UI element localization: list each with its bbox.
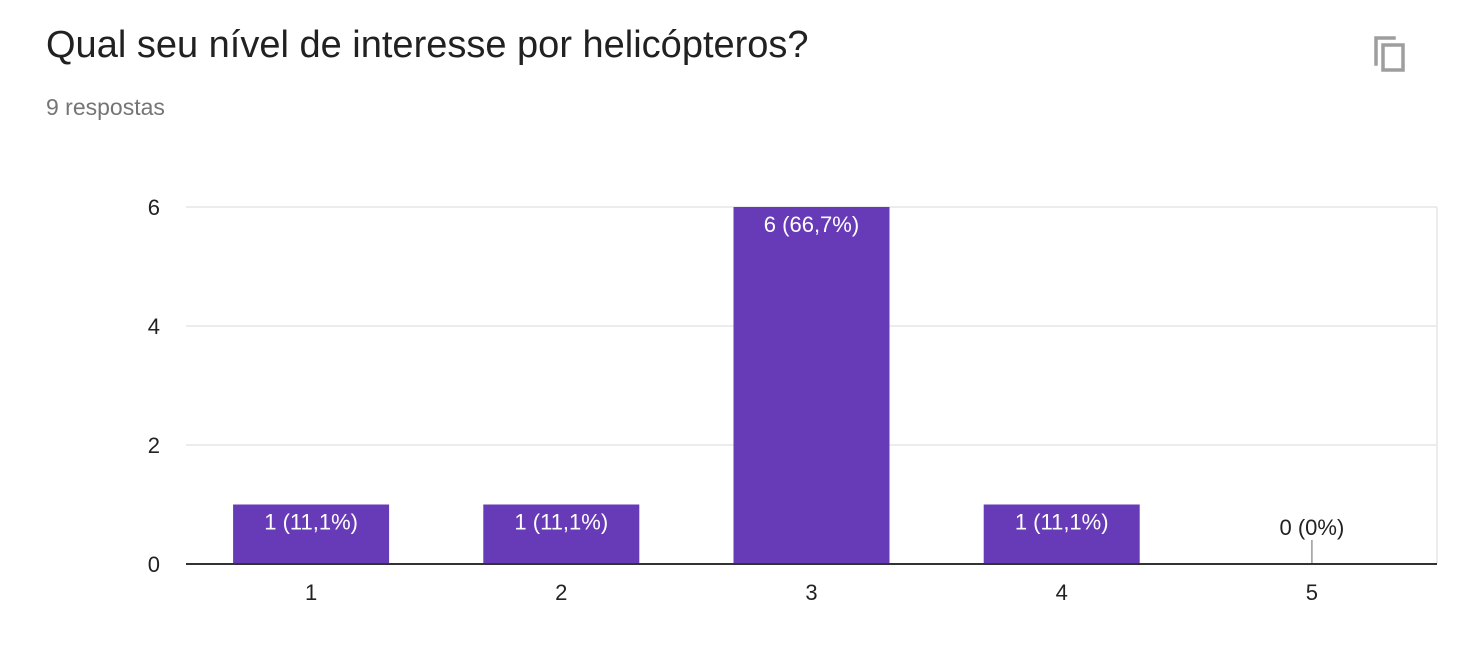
x-tick-label: 5 [1306, 580, 1318, 605]
x-tick-label: 2 [555, 580, 567, 605]
copy-chart-button[interactable] [1364, 28, 1416, 80]
y-tick-label: 2 [148, 433, 160, 458]
y-tick-label: 6 [148, 195, 160, 220]
bar-value-label: 1 (11,1%) [264, 510, 358, 535]
copy-icon [1374, 36, 1405, 72]
y-tick-label: 0 [148, 552, 160, 577]
bar[interactable] [733, 207, 890, 564]
bar-value-label: 6 (66,7%) [764, 212, 859, 237]
bar-value-label: 1 (11,1%) [514, 510, 608, 535]
y-tick-label: 4 [148, 314, 160, 339]
labels: 0 2 4 6 1 (11,1%) 1 1 (11,1%) 2 6 (66,7%) 3 1 (11,… [148, 195, 1345, 605]
bar[interactable] [483, 504, 640, 565]
x-tick-label: 4 [1056, 580, 1068, 605]
bar[interactable] [233, 504, 390, 565]
bar-value-label: 1 (11,1%) [1015, 510, 1109, 535]
question-title: Qual seu nível de interesse por helicópt… [46, 24, 809, 66]
bar[interactable] [983, 504, 1140, 565]
bar-value-label: 0 (0%) [1280, 515, 1345, 540]
bars [233, 207, 1313, 565]
x-tick-label: 1 [305, 580, 317, 605]
response-count: 9 respostas [46, 94, 165, 120]
x-tick-label: 3 [805, 580, 817, 605]
